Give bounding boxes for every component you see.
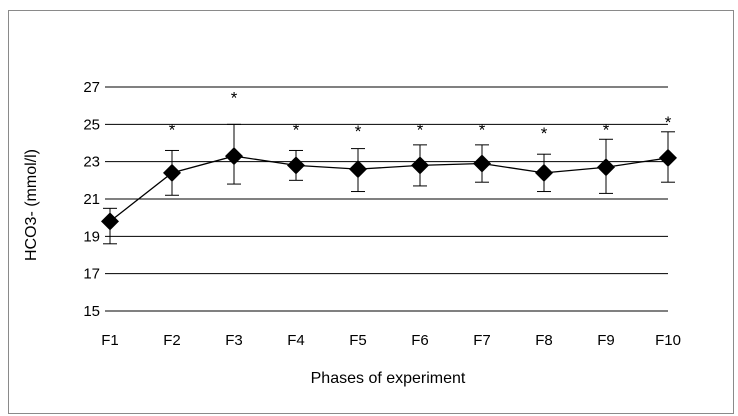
x-axis-title: Phases of experiment [311, 370, 466, 387]
x-tick-label-F9: F9 [597, 332, 615, 349]
y-tick-label-27: 27 [83, 79, 100, 96]
error-bars [103, 123, 675, 245]
data-point-F8 [535, 163, 553, 182]
data-point-F7 [473, 154, 491, 173]
significance-marker-F8: * [541, 124, 548, 143]
significance-marker-F3: * [231, 89, 238, 108]
y-tick-labels: 15 17 19 21 23 25 27 [83, 79, 100, 320]
significance-marker-F2: * [169, 120, 176, 139]
significance-marker-F7: * [479, 120, 486, 139]
y-tick-label-25: 25 [83, 116, 100, 133]
series-polyline [109, 155, 669, 222]
data-point-F6 [411, 156, 429, 175]
data-point-F1 [101, 212, 119, 231]
x-tick-label-F5: F5 [349, 332, 367, 349]
x-tick-label-F2: F2 [163, 332, 181, 349]
data-point-F4 [287, 156, 305, 175]
x-tick-labels: F1 F2 F3 F4 F5 F6 F7 F8 F9 F10 [101, 332, 681, 349]
y-tick-label-21: 21 [83, 191, 100, 208]
significance-markers: * * * * * * * * * [169, 89, 672, 143]
data-point-F3 [225, 147, 243, 166]
data-point-F2 [163, 163, 181, 182]
y-tick-label-17: 17 [83, 266, 100, 283]
x-tick-label-F10: F10 [655, 332, 681, 349]
significance-marker-F4: * [293, 120, 300, 139]
data-point-F10 [659, 148, 677, 167]
significance-marker-F6: * [417, 120, 424, 139]
y-tick-label-15: 15 [83, 303, 100, 320]
x-tick-label-F6: F6 [411, 332, 429, 349]
y-axis-title: HCO3- (mmol/l) [23, 149, 40, 261]
data-point-F5 [349, 160, 367, 179]
data-point-F9 [597, 158, 615, 177]
y-tick-label-19: 19 [83, 228, 100, 245]
significance-marker-F10: * [665, 113, 672, 132]
y-tick-label-23: 23 [83, 154, 100, 171]
data-points [101, 147, 677, 231]
x-tick-label-F8: F8 [535, 332, 553, 349]
significance-marker-F5: * [355, 122, 362, 141]
x-tick-label-F1: F1 [101, 332, 119, 349]
chart-frame [8, 10, 734, 414]
x-tick-label-F3: F3 [225, 332, 243, 349]
gridlines [105, 86, 668, 312]
series-line [109, 155, 669, 222]
significance-marker-F9: * [603, 120, 610, 139]
x-tick-label-F7: F7 [473, 332, 491, 349]
x-tick-label-F4: F4 [287, 332, 305, 349]
